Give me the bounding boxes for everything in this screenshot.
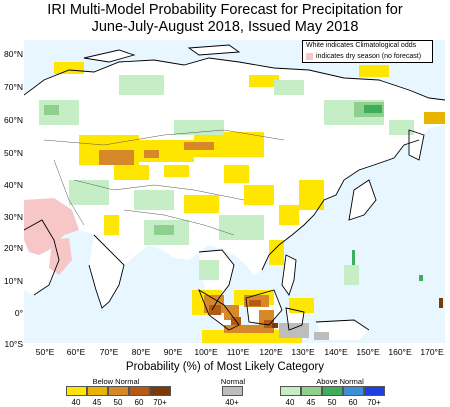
below-normal-45-area	[424, 112, 445, 124]
colorbar-tick: 40+	[225, 398, 239, 407]
colorbar-title: Probability (%) of Most Likely Category	[125, 361, 325, 373]
lon-label: 120°E	[259, 347, 283, 357]
lon-label: 100°E	[194, 347, 218, 357]
swatch-below-50	[108, 386, 129, 396]
swatch-above-45	[301, 386, 322, 396]
lat-label: 10°S	[4, 339, 23, 349]
lat-label: 40°N	[4, 180, 23, 190]
colorbar-tick: 70+	[367, 398, 381, 407]
swatch-below-70	[150, 386, 171, 396]
map-title-line1: IRI Multi-Model Probability Forecast for…	[47, 2, 403, 18]
lat-label: 80°N	[4, 49, 23, 59]
lon-label: 70°E	[99, 347, 119, 357]
lon-label: 140°E	[324, 347, 348, 357]
swatch-above-40	[280, 386, 301, 396]
lat-label: 50°N	[4, 148, 23, 158]
swatch-below-45	[87, 386, 108, 396]
lat-label: 20°N	[4, 243, 23, 253]
swatch-normal-40	[222, 386, 243, 396]
lon-label: 80°E	[131, 347, 151, 357]
colorbar-tick: 60	[348, 398, 358, 407]
colorbar-tick: 40	[71, 398, 81, 407]
lon-label: 130°E	[291, 347, 315, 357]
colorbar-tick: 40	[285, 398, 295, 407]
lat-label: 60°N	[4, 115, 23, 125]
dry-season-swatch	[306, 53, 313, 60]
lat-label: 70°N	[4, 82, 23, 92]
colorbar-tick: 50	[113, 398, 123, 407]
normal-40-areas	[279, 323, 329, 340]
colorbar-tick: 45	[306, 398, 316, 407]
lon-label: 160°E	[388, 347, 412, 357]
lon-label: 50°E	[35, 347, 55, 357]
lon-label: 170°E	[420, 347, 444, 357]
map-title-line2: June-July-August 2018, Issued May 2018	[91, 19, 359, 35]
forecast-map	[24, 40, 445, 343]
below-normal-label: Below Normal	[92, 377, 140, 386]
lat-label: 30°N	[4, 212, 23, 222]
coastlines	[24, 44, 445, 331]
swatch-above-70	[364, 386, 385, 396]
colorbar-tick: 60	[134, 398, 144, 407]
lat-label: 10°N	[4, 276, 23, 286]
dry-season-note: indicates dry season (no forecast)	[316, 52, 422, 60]
above-normal-50-areas	[352, 105, 423, 281]
colorbar-tick: 45	[92, 398, 102, 407]
swatch-below-60	[129, 386, 150, 396]
swatch-above-60	[343, 386, 364, 396]
lat-label: 0°	[14, 308, 23, 318]
map-legend-box: White indicates Climatological odds indi…	[302, 40, 433, 63]
swatch-below-40	[66, 386, 87, 396]
lon-label: 150°E	[356, 347, 380, 357]
lon-label: 90°E	[163, 347, 183, 357]
swatch-above-50	[322, 386, 343, 396]
below-normal-70-areas	[272, 298, 443, 328]
colorbar-tick: 70+	[153, 398, 167, 407]
country-borders	[43, 129, 285, 236]
dry-season-region	[24, 198, 79, 275]
above-normal-label: Above Normal	[316, 377, 364, 386]
colorbar-tick: 50	[327, 398, 337, 407]
lon-label: 60°E	[66, 347, 86, 357]
climatological-odds-note: White indicates Climatological odds	[306, 42, 417, 49]
normal-label: Normal	[220, 377, 246, 386]
lon-label: 110°E	[226, 347, 250, 357]
